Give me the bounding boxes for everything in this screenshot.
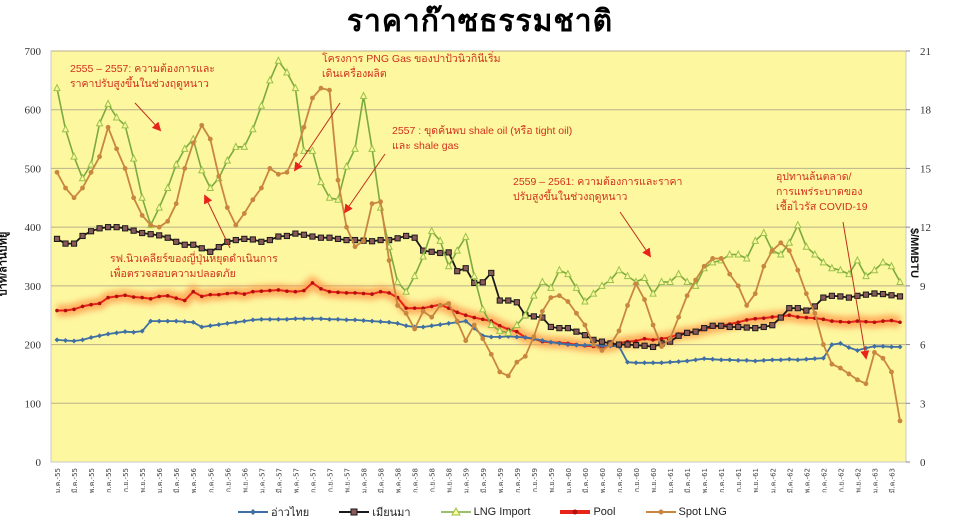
series-เมียนมา (53, 224, 904, 351)
svg-text:พ.ค.-60: พ.ค.-60 (599, 468, 607, 493)
svg-text:ม.ค.-55: ม.ค.-55 (54, 468, 62, 493)
svg-text:พ.ย.-57: พ.ย.-57 (344, 468, 352, 493)
annotation-fukushima: รฟ.นิวเคลียร์ของญี่ปุ่นหยุดดำเนินการ เพื่… (110, 253, 278, 280)
svg-text:ก.ค.-61: ก.ค.-61 (718, 468, 726, 493)
svg-text:18: 18 (920, 105, 932, 117)
annotation-png-gas: โครงการ PNG Gas ของปาปัวนิวกินีเริ่ม เดิน… (322, 53, 501, 80)
svg-text:พ.ย.-61: พ.ย.-61 (752, 468, 760, 493)
svg-text:มี.ค.-60: มี.ค.-60 (582, 468, 590, 493)
svg-text:15: 15 (920, 163, 932, 175)
svg-text:21: 21 (920, 46, 931, 58)
svg-text:ก.ย.-57: ก.ย.-57 (326, 468, 334, 492)
svg-text:พ.ค.-58: พ.ค.-58 (395, 468, 403, 493)
svg-text:ก.ย.-58: ก.ย.-58 (429, 468, 437, 492)
svg-text:พ.ค.-57: พ.ค.-57 (292, 468, 300, 493)
svg-text:พ.ค.-59: พ.ค.-59 (497, 468, 505, 493)
svg-text:600: 600 (25, 105, 42, 117)
svg-text:ก.ย.-56: ก.ย.-56 (224, 467, 232, 492)
svg-text:มี.ค.-59: มี.ค.-59 (480, 468, 488, 493)
y-axis-right-ticks: 0 3 6 9 12 15 18 21 (906, 46, 932, 469)
svg-text:ก.ค.-59: ก.ค.-59 (514, 468, 522, 493)
svg-text:100: 100 (25, 398, 42, 410)
svg-text:มี.ค.-58: มี.ค.-58 (378, 468, 386, 493)
legend-line-square-icon (339, 508, 370, 516)
x-axis-ticks: ม.ค.-55 มี.ค.-55 พ.ค.-55 ก.ค.-55 ก.ย.-55 พ.ย.… (54, 467, 896, 493)
svg-text:6: 6 (920, 340, 926, 352)
svg-text:0: 0 (920, 457, 926, 469)
gridlines (51, 50, 906, 404)
svg-text:ม.ค.-63: ม.ค.-63 (871, 468, 879, 493)
svg-text:9: 9 (920, 281, 926, 293)
svg-text:ม.ค.-60: ม.ค.-60 (565, 468, 573, 493)
legend-line-triangle-icon (440, 507, 471, 516)
legend-item-lng-import: LNG Import (440, 503, 530, 521)
svg-text:พ.ค.-56: พ.ค.-56 (190, 467, 198, 493)
svg-text:700: 700 (25, 46, 42, 58)
svg-text:ก.ย.-59: ก.ย.-59 (531, 468, 539, 492)
legend-item-myanmar: เมียนมา (339, 503, 411, 521)
svg-text:300: 300 (25, 281, 42, 293)
svg-text:ก.ย.-55: ก.ย.-55 (122, 468, 130, 492)
annotation-arrows (134, 102, 870, 360)
svg-text:มี.ค.-55: มี.ค.-55 (71, 468, 79, 493)
svg-text:พ.ย.-58: พ.ย.-58 (446, 468, 454, 493)
annotation-covid: อุปทานล้นตลาด/การแพร่ระบาดของ เชื้อไวรัส … (776, 171, 868, 213)
y-axis-left-label: บาท/ล้านบีทียู (0, 231, 10, 297)
svg-text:ม.ค.-56: ม.ค.-56 (156, 467, 164, 493)
legend: อ่าวไทย เมียนมา LNG Import Pool Spot LNG (238, 503, 727, 521)
svg-text:ม.ค.-59: ม.ค.-59 (463, 468, 471, 493)
legend-line-diamond-icon (238, 509, 268, 515)
svg-text:400: 400 (25, 222, 42, 234)
svg-text:ม.ค.-57: ม.ค.-57 (258, 468, 266, 493)
svg-text:พ.ค.-55: พ.ค.-55 (88, 468, 96, 493)
svg-text:พ.ย.-62: พ.ย.-62 (854, 468, 862, 493)
legend-line-circle-icon (645, 509, 676, 515)
svg-text:พ.ค.-61: พ.ค.-61 (701, 468, 709, 493)
svg-text:12: 12 (920, 222, 931, 234)
svg-text:200: 200 (25, 340, 42, 352)
svg-text:500: 500 (25, 163, 42, 175)
svg-text:ม.ค.-61: ม.ค.-61 (667, 468, 675, 493)
annotation-winter-2559: 2559 – 2561: ความต้องการและราคา ปรับสูงขึ… (513, 176, 683, 203)
svg-text:มี.ค.-62: มี.ค.-62 (786, 468, 794, 493)
svg-text:ก.ย.-60: ก.ย.-60 (633, 468, 641, 492)
svg-text:มี.ค.-61: มี.ค.-61 (684, 468, 692, 493)
svg-text:พ.ย.-55: พ.ย.-55 (139, 468, 147, 493)
svg-text:ม.ค.-58: ม.ค.-58 (361, 468, 369, 493)
legend-item-pool: Pool (560, 503, 616, 521)
svg-text:พ.ค.-62: พ.ค.-62 (803, 468, 811, 493)
svg-text:พ.ย.-60: พ.ย.-60 (650, 468, 658, 493)
svg-text:พ.ย.-59: พ.ย.-59 (548, 468, 556, 493)
svg-text:ม.ค.-62: ม.ค.-62 (769, 468, 777, 493)
svg-text:ก.ค.-58: ก.ค.-58 (412, 468, 420, 493)
series-lines (53, 56, 904, 424)
svg-text:ก.ค.-56: ก.ค.-56 (207, 467, 215, 492)
svg-text:พ.ย.-56: พ.ย.-56 (241, 467, 249, 492)
legend-item-spot-lng: Spot LNG (645, 503, 727, 521)
series-Spot LNG (54, 85, 903, 424)
svg-text:มี.ค.-56: มี.ค.-56 (173, 467, 181, 493)
svg-text:3: 3 (920, 398, 926, 410)
svg-text:ก.ค.-60: ก.ค.-60 (616, 468, 624, 493)
legend-item-gulf-thai: อ่าวไทย (238, 503, 309, 521)
annotation-winter-2555: 2555 – 2557: ความต้องการและ ราคาปรับสูงขึ… (70, 63, 215, 90)
svg-text:ก.ค.-55: ก.ค.-55 (105, 468, 113, 493)
chart-title: ราคาก๊าซธรรมชาติ (346, 4, 614, 39)
y-axis-right-label: $/MMBTU (908, 228, 920, 279)
svg-text:ก.ค.-57: ก.ค.-57 (309, 468, 317, 493)
series-อ่าวไทย (54, 316, 903, 366)
y-axis-left-ticks: 0 100 200 300 400 500 600 700 (25, 46, 42, 469)
svg-text:0: 0 (36, 457, 42, 469)
series-LNG Import (53, 56, 904, 336)
svg-text:ก.ค.-62: ก.ค.-62 (820, 468, 828, 493)
svg-text:มี.ค.-57: มี.ค.-57 (275, 468, 283, 493)
plot-area (50, 50, 907, 463)
legend-line-circle-icon (560, 509, 591, 515)
svg-text:ก.ย.-62: ก.ย.-62 (837, 468, 845, 492)
annotation-shale: 2557 : ขุดค้นพบ shale oil (หรือ tight oi… (392, 125, 573, 152)
svg-text:มี.ค.-63: มี.ค.-63 (888, 468, 896, 493)
svg-text:ก.ย.-61: ก.ย.-61 (735, 468, 743, 492)
